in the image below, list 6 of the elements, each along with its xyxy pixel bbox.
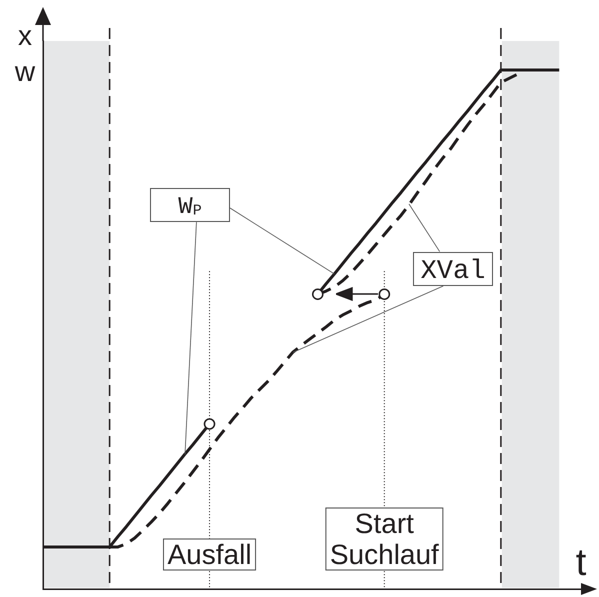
x-axis-title: t [576,542,587,584]
text: WP [178,194,202,221]
y-axis-title: x w [14,20,36,87]
x-tick-label: Start Suchlauf [330,508,440,570]
x-tick-label: Ausfall [167,539,252,570]
series-label: XVal [420,256,486,287]
